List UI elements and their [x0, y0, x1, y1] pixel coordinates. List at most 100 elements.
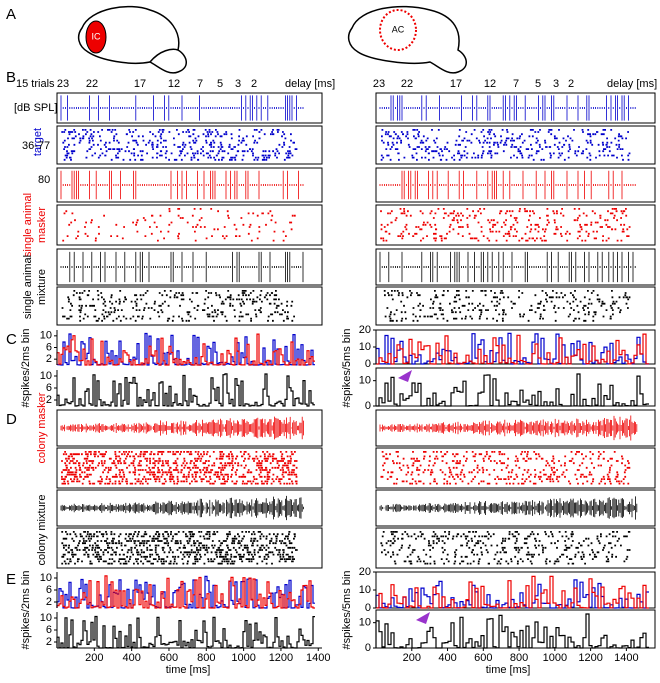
x-tick-label: 800: [197, 652, 215, 664]
x-tick-label: 1400: [306, 652, 330, 664]
delay-tick: 3: [235, 78, 241, 90]
x-tick-label: 600: [160, 652, 178, 664]
y-tick-label: 0: [365, 642, 371, 654]
y-tick-label: 2: [46, 353, 52, 365]
y-axis-label: #spikes/5ms bin: [341, 329, 353, 408]
x-axis-label: time [ms]: [166, 664, 211, 676]
waveform: [379, 170, 636, 200]
panel-label: B: [6, 69, 16, 86]
raster: [380, 451, 631, 485]
panel-frame: [56, 248, 323, 286]
y-tick-label: 2: [46, 636, 52, 648]
raster: [61, 531, 298, 565]
delay-tick: 22: [86, 78, 98, 90]
raster: [380, 129, 631, 161]
x-tick-label: 400: [122, 652, 140, 664]
histogram: [376, 333, 649, 365]
row-label: 36-77: [22, 140, 50, 152]
raster: [383, 290, 631, 322]
row-label: colony masker: [36, 392, 48, 463]
x-tick-label: 600: [474, 652, 492, 664]
x-tick-label: 200: [403, 652, 421, 664]
row-label: target: [32, 128, 44, 156]
y-tick-label: 2: [46, 596, 52, 608]
y-tick-label: 10: [359, 375, 371, 387]
ic-region: [85, 20, 107, 54]
waveform: [379, 496, 638, 520]
waveform: [379, 95, 636, 121]
delay-label: delay [ms]: [607, 78, 657, 90]
y-tick-label: 10: [359, 584, 371, 596]
y-axis-label: #spikes/2ms bin: [20, 571, 32, 650]
raster: [61, 290, 295, 322]
histogram: [375, 332, 649, 365]
raster: [380, 531, 631, 565]
panel-frame: [375, 609, 656, 649]
waveform: [379, 415, 638, 441]
panel-frame: [56, 204, 323, 246]
waveform: [60, 170, 304, 200]
y-tick-label: 6: [46, 584, 52, 596]
arrowhead: [398, 370, 412, 382]
panel-frame: [56, 489, 323, 527]
x-tick-label: 1400: [614, 652, 638, 664]
delay-tick: 12: [484, 78, 496, 90]
y-tick-label: 10: [40, 330, 52, 342]
x-tick-label: 200: [85, 652, 103, 664]
raster: [380, 208, 631, 242]
delay-tick: 17: [134, 78, 146, 90]
y-tick-label: 0: [365, 602, 371, 614]
brain-left: [77, 5, 187, 74]
panel-frame: [375, 125, 656, 165]
delay-tick: 23: [57, 78, 69, 90]
panel-frame: [375, 447, 656, 489]
delay-tick: 5: [535, 78, 541, 90]
row-label: masker: [36, 207, 48, 243]
panel-frame: [375, 204, 656, 246]
panel-frame: [375, 489, 656, 527]
y-tick-label: 6: [46, 624, 52, 636]
panel-frame: [375, 167, 656, 203]
panel-frame: [56, 125, 323, 165]
x-tick-label: 800: [510, 652, 528, 664]
delay-tick: 17: [450, 78, 462, 90]
panel-frame: [56, 92, 323, 124]
raster: [61, 129, 298, 161]
panel-frame: [375, 527, 656, 569]
y-tick-label: 0: [365, 400, 371, 412]
y-tick-label: 0: [365, 358, 371, 370]
delay-tick: 7: [197, 78, 203, 90]
x-axis-label: time [ms]: [486, 664, 531, 676]
row-label: mixture: [36, 269, 48, 305]
panel-frame: [56, 286, 323, 326]
row-label: single animal: [22, 255, 34, 319]
panel-frame: [375, 409, 656, 447]
row-label: [dB SPL]: [14, 102, 57, 114]
brain-label: IC: [92, 31, 102, 41]
y-tick-label: 6: [46, 382, 52, 394]
panel-frame: [375, 286, 656, 326]
y-tick-label: 20: [359, 324, 371, 336]
waveform: [60, 251, 304, 283]
y-tick-label: 10: [40, 370, 52, 382]
histogram: [56, 333, 315, 366]
panel-frame: [56, 409, 323, 447]
delay-tick: 2: [251, 78, 257, 90]
waveform: [60, 95, 304, 121]
x-tick-label: 1000: [543, 652, 567, 664]
delay-tick: 23: [373, 78, 385, 90]
panel-label: E: [6, 571, 16, 588]
histogram: [56, 615, 315, 649]
row-label: 80: [38, 174, 50, 186]
histogram: [56, 373, 315, 407]
y-tick-label: 20: [359, 566, 371, 578]
brain-label: AC: [392, 24, 405, 34]
trials-label: 15 trials: [16, 78, 55, 90]
histogram: [56, 332, 315, 366]
panel-frame: [56, 527, 323, 569]
panel-frame: [375, 248, 656, 286]
y-tick-label: 10: [359, 617, 371, 629]
histogram: [376, 373, 649, 407]
panel-label: C: [6, 331, 17, 348]
